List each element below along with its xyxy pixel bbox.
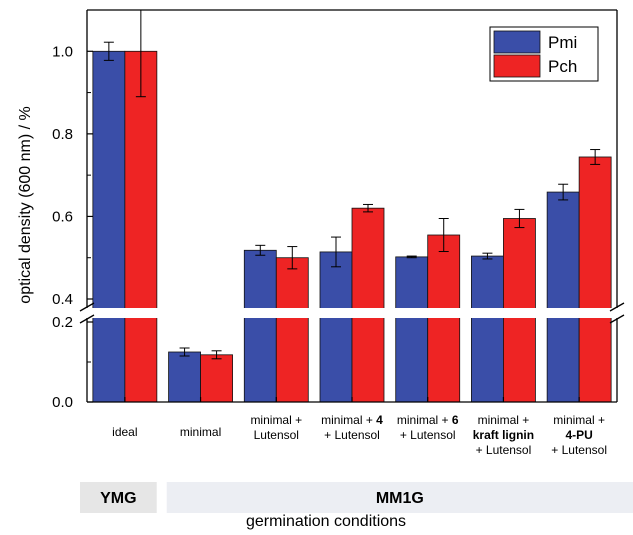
- break-mark-right-bottom: [609, 314, 625, 324]
- axis-break-band: [75, 308, 629, 318]
- group-label-1: MM1G: [376, 490, 424, 507]
- y-tick-label: 0.0: [52, 394, 73, 411]
- bar-pch-0: [124, 50, 158, 403]
- y-axis-label: optical density (600 nm) / %: [17, 106, 34, 303]
- category-label-5: minimal + kraft lignin + Lutensol: [473, 413, 534, 457]
- break-mark-left-bottom: [79, 314, 95, 324]
- category-label-segment: kraft lignin: [473, 428, 534, 442]
- y-tick-label: 1.0: [52, 43, 73, 60]
- bar-pch-1: [200, 354, 233, 403]
- category-label-segment: ideal: [112, 425, 137, 439]
- category-label-segment: Lutensol: [254, 428, 299, 442]
- bar-pmi-1: [168, 351, 201, 403]
- category-label-2: minimal + Lutensol: [250, 413, 302, 442]
- y-tick-label: 0.6: [52, 208, 73, 225]
- category-label-segment: minimal +: [478, 413, 530, 427]
- bar-pch-6: [578, 156, 612, 403]
- category-label-segment: minimal: [180, 425, 221, 439]
- bar-pmi-4: [395, 256, 429, 403]
- category-label-segment: minimal +: [250, 413, 302, 427]
- bar-pmi-5: [471, 255, 504, 403]
- category-label-segment: + Lutensol: [551, 443, 607, 457]
- category-label-0: ideal: [112, 425, 137, 439]
- category-label-3: minimal + 4 + Lutensol: [321, 413, 383, 442]
- legend-swatch-pch: [493, 54, 541, 78]
- category-label-6: minimal +4-PU + Lutensol: [551, 413, 607, 457]
- bar-pch-3: [351, 207, 385, 403]
- y-tick-label: 0.2: [52, 314, 73, 331]
- y-tick-label: 0.8: [52, 126, 73, 143]
- break-mark-right-top: [609, 302, 625, 312]
- bar-pmi-3: [319, 251, 353, 403]
- category-label-segment: + Lutensol: [400, 428, 456, 442]
- bar-pch-2: [275, 257, 309, 403]
- category-label-segment: + Lutensol: [324, 428, 380, 442]
- break-mark-left-top: [79, 302, 95, 312]
- group-band-0: [80, 482, 157, 513]
- category-label-segment: 4: [376, 413, 383, 427]
- group-label-0: YMG: [100, 490, 136, 507]
- y-tick-label: 0.4: [52, 291, 73, 308]
- group-band-1: [166, 482, 633, 513]
- category-label-segment: 6: [452, 413, 459, 427]
- category-label-segment: minimal +: [397, 413, 452, 427]
- x-axis-label: germination conditions: [246, 513, 406, 530]
- category-label-4: minimal + 6 + Lutensol: [397, 413, 459, 442]
- legend-label-pmi: Pmi: [548, 33, 577, 52]
- bar-pmi-2: [243, 249, 277, 403]
- bar-pmi-0: [92, 50, 126, 403]
- category-label-1: minimal: [180, 425, 221, 439]
- bar-pch-4: [427, 234, 461, 403]
- category-label-segment: + Lutensol: [476, 443, 532, 457]
- category-label-segment: 4-PU: [565, 428, 592, 442]
- legend-swatch-pmi: [493, 30, 541, 54]
- category-label-segment: minimal +: [321, 413, 376, 427]
- bar-pmi-6: [546, 191, 580, 403]
- category-label-segment: minimal +: [553, 413, 605, 427]
- legend-label-pch: Pch: [548, 57, 577, 76]
